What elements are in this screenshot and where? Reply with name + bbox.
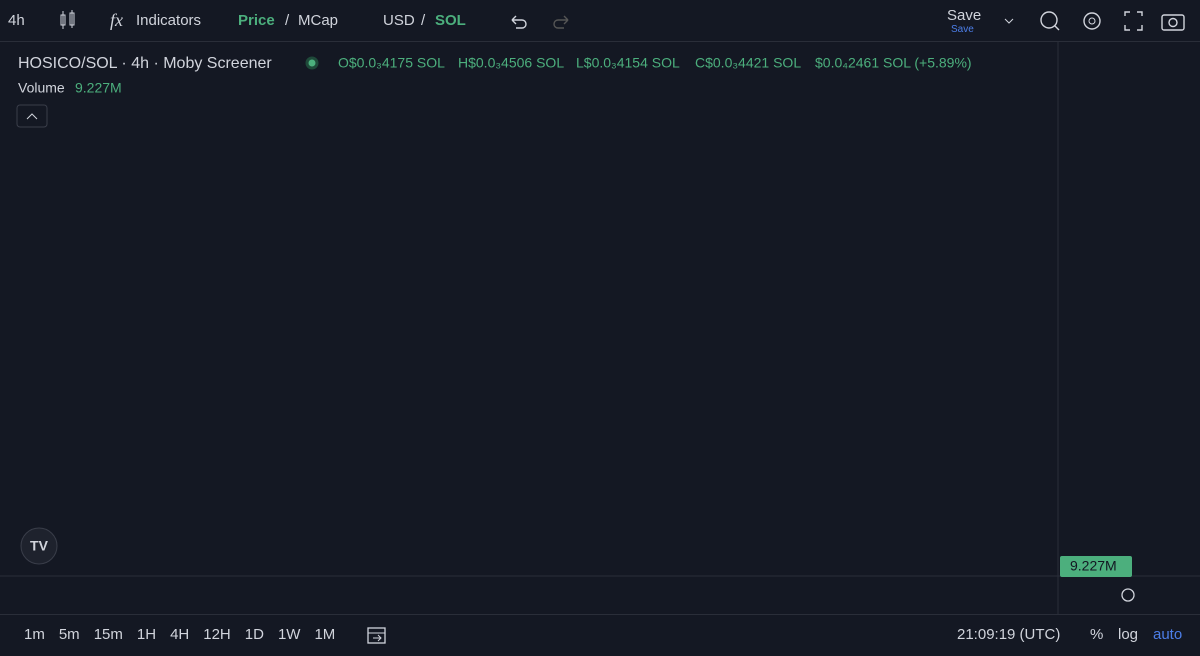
range-button[interactable]: 15m: [93, 626, 123, 643]
usd-toggle[interactable]: USD: [383, 12, 415, 29]
volume-label: Volume: [18, 80, 65, 96]
save-sub: Save: [951, 24, 974, 35]
range-button[interactable]: 4H: [170, 626, 190, 643]
separator: /: [421, 12, 426, 29]
collapse-button[interactable]: [16, 104, 48, 128]
chart-title: HOSICO/SOL · 4h · Moby Screener: [18, 55, 272, 72]
percent-toggle[interactable]: %: [1090, 626, 1104, 643]
tv-logo[interactable]: [20, 527, 58, 565]
range-button[interactable]: 1W: [277, 626, 301, 643]
separator: /: [285, 12, 290, 29]
ohlc-close: C$0.0₃4421 SOL: [695, 55, 801, 71]
chart-bg: [0, 42, 1200, 614]
tv-logo-mark: TV: [30, 538, 49, 554]
auto-toggle[interactable]: auto: [1153, 626, 1183, 643]
volume-tag: [1060, 556, 1132, 577]
mcap-toggle[interactable]: MCap: [298, 12, 339, 29]
status-dot: [305, 56, 319, 70]
sol-toggle[interactable]: SOL: [435, 12, 466, 29]
range-buttons: 1m 5m 15m 1H 4H 12H 1D 1W 1M: [24, 626, 335, 643]
log-toggle[interactable]: log: [1118, 626, 1139, 643]
settings-icon[interactable]: [1121, 588, 1135, 602]
range-button[interactable]: 1M: [314, 626, 336, 643]
range-button[interactable]: 5m: [58, 626, 80, 643]
clock: 21:09:19 (UTC): [957, 626, 1061, 643]
indicators-button[interactable]: Indicators: [136, 12, 202, 29]
save-button[interactable]: Save: [947, 7, 982, 24]
range-button[interactable]: 1H: [136, 626, 157, 643]
candle-icon[interactable]: [58, 10, 78, 30]
ohlc-high: H$0.0₃4506 SOL: [458, 55, 564, 71]
collapse-icon: [26, 113, 38, 120]
range-button[interactable]: 1m: [24, 626, 45, 643]
bottom-bar: 1m 5m 15m 1H 4H 12H 1D 1W 1M 21:09:19 (UTC) % lo…: [0, 614, 1200, 656]
chart: HOSICO/SOL · 4h · Moby Screener O$0.0₃41…: [0, 42, 1200, 614]
top-toolbar: 4h fx Indicators Price / MCap USD / SOL …: [0, 0, 1200, 42]
undo-redo[interactable]: [508, 12, 572, 30]
volume-tag-text: 9.227M: [1070, 558, 1117, 574]
volume-value: 9.227M: [75, 80, 122, 96]
interval-button[interactable]: 4h: [8, 12, 25, 29]
ohlc-low: L$0.0₃4154 SOL: [576, 55, 680, 71]
fx-icon: fx: [110, 10, 123, 30]
date-range-icon[interactable]: [366, 624, 388, 646]
ohlc-open: O$0.0₃4175 SOL: [338, 55, 445, 71]
range-button[interactable]: 12H: [203, 626, 231, 643]
range-button[interactable]: 1D: [244, 626, 264, 643]
toolbar-icons[interactable]: [1000, 10, 1190, 32]
ohlc-change: $0.0₄2461 SOL (+5.89%): [815, 55, 972, 71]
price-toggle[interactable]: Price: [238, 12, 275, 29]
